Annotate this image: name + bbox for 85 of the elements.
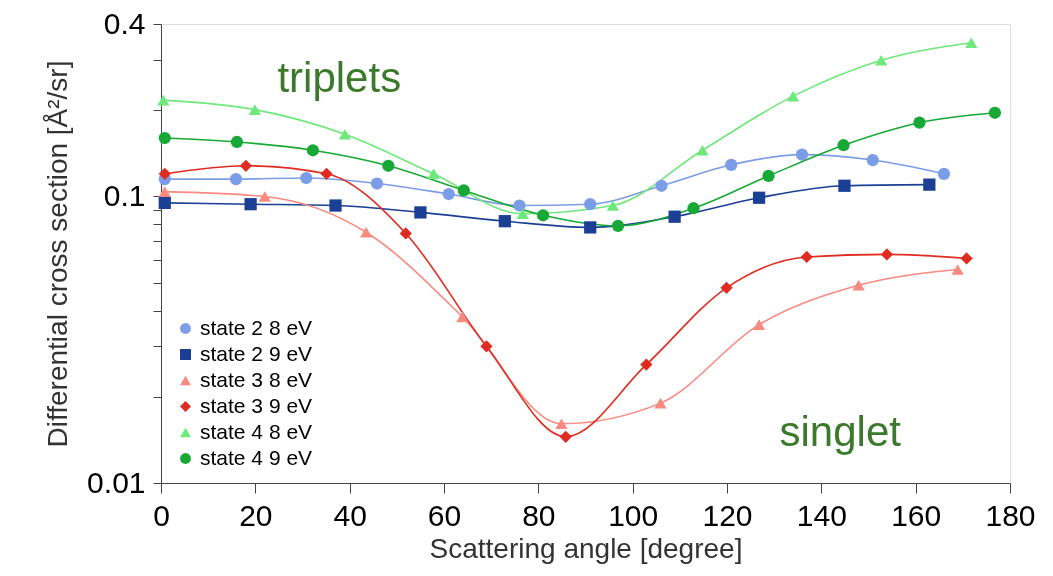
legend-label: state 2 9 eV [200,341,313,365]
point [555,418,568,430]
point [654,397,667,409]
point [965,37,978,49]
point [584,221,597,234]
point [158,186,171,197]
y-tick-label: 0.4 [103,6,146,40]
point [158,167,171,180]
point [606,200,619,211]
point [752,191,766,204]
point [668,210,681,223]
point [951,264,964,275]
point [696,144,709,156]
x-tick-label: 180 [985,498,1036,532]
point [795,148,809,161]
annotation: triplets [277,54,402,102]
point [229,172,243,186]
point [720,281,733,294]
point [427,168,440,180]
point [239,159,253,172]
point [866,153,879,167]
legend-label: state 3 9 eV [200,393,313,417]
x-tick-label: 0 [153,498,170,532]
point [584,198,597,211]
point [230,135,244,149]
point [837,139,850,152]
point [248,104,261,115]
point [157,94,170,106]
x-tick-label: 40 [333,498,367,532]
point [960,252,973,265]
point [498,215,511,228]
point [300,171,313,185]
point [513,199,526,212]
point [158,196,171,209]
point [762,169,775,183]
point [800,250,813,264]
point [875,54,888,66]
point [244,198,257,211]
point [923,178,936,191]
point [937,167,951,180]
point [456,311,469,323]
legend-label: state 4 8 eV [200,419,313,443]
point [655,179,668,192]
point [640,358,653,371]
point [370,177,384,190]
point [516,208,529,220]
point [536,209,550,222]
point [687,202,700,215]
x-tick-label: 80 [522,498,556,532]
point [320,167,333,180]
x-tick-label: 140 [796,498,847,532]
point [559,430,572,443]
x-axis-title: Scattering angle [degree] [429,532,743,564]
point [306,144,319,157]
point [852,279,865,291]
point [913,116,926,129]
point [480,340,493,353]
point [258,191,271,202]
y-tick-label: 0.1 [103,178,146,212]
point [786,90,800,102]
legend-label: state 2 8 eV [200,315,313,339]
point [414,206,427,219]
x-tick-label: 20 [239,498,273,532]
point [988,106,1002,119]
x-tick-label: 100 [608,498,659,532]
point [457,184,470,197]
point [611,219,625,232]
point [752,319,766,330]
point [158,131,171,145]
x-tick-label: 160 [891,498,942,532]
x-tick-label: 120 [702,498,753,532]
point [838,179,851,192]
point [329,199,342,212]
point [442,187,455,201]
y-tick-label: 0.01 [87,465,146,499]
y-axis-title: Differential cross section [Å²/sr] [42,60,74,448]
legend-label: state 4 9 eV [200,445,313,469]
legend-label: state 3 8 eV [200,367,313,391]
point [880,248,894,261]
point [725,158,738,171]
x-tick-label: 60 [427,498,462,532]
point [382,159,395,172]
point [399,227,412,240]
annotation: singlet [779,407,902,455]
point [360,226,373,238]
